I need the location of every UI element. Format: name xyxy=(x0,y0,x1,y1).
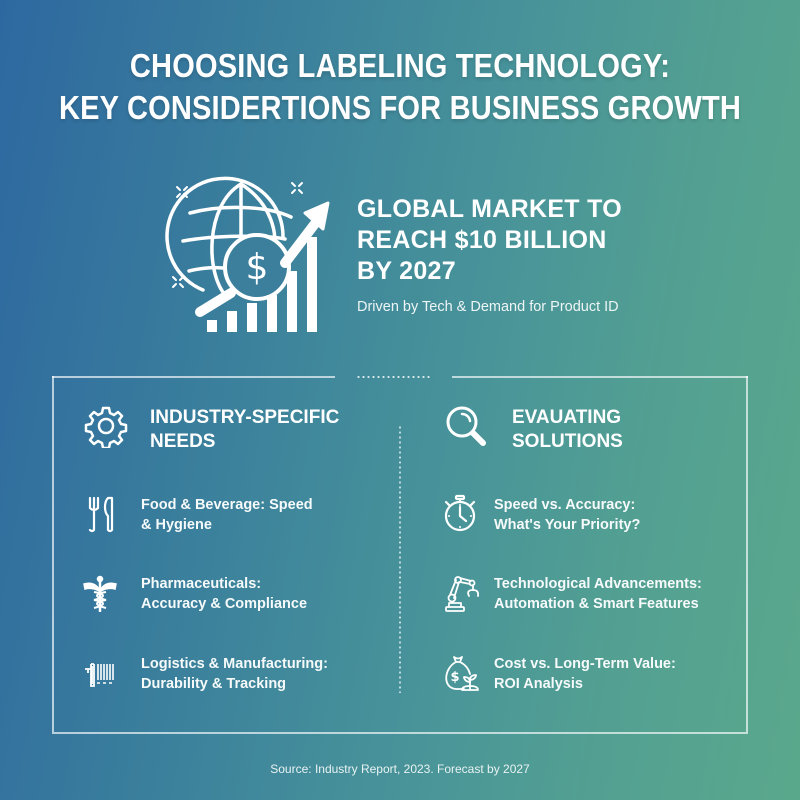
gear-icon xyxy=(84,404,128,448)
evaluating-solutions-heading: EVAUATING SOLUTIONS xyxy=(444,404,623,452)
barcode-scanner-icon xyxy=(82,654,120,694)
page-title: CHOOSING LABELING TECHNOLOGY: KEY CONSID… xyxy=(48,45,752,129)
robotic-arm-icon xyxy=(442,574,480,614)
svg-text:$: $ xyxy=(450,670,459,685)
magnifier-icon xyxy=(444,404,488,448)
money-bag-plant-icon: $ xyxy=(442,654,480,694)
industry-needs-heading: INDUSTRY-SPECIFIC NEEDS xyxy=(84,404,339,452)
panel-top-border-left xyxy=(52,376,335,378)
svg-text:$: $ xyxy=(246,247,269,288)
panel-top-dotted-accent xyxy=(356,376,432,378)
fork-knife-icon xyxy=(82,494,120,534)
evaluating-solutions-heading-line-1: EVAUATING xyxy=(512,407,622,428)
market-subtitle: Driven by Tech & Demand for Product ID xyxy=(357,299,619,315)
panel-top-border-right xyxy=(452,376,748,378)
considerations-panel xyxy=(52,376,748,734)
evaluating-solutions-heading-line-2: SOLUTIONS xyxy=(512,431,623,452)
market-headline: GLOBAL MARKET TO REACH $10 BILLION BY 20… xyxy=(357,195,622,285)
globe-dollar-growth-icon: $ xyxy=(165,175,340,335)
source-note: Source: Industry Report, 2023. Forecast … xyxy=(270,762,530,776)
title-line-2: KEY CONSIDERTIONS FOR BUSINESS GROWTH xyxy=(58,89,742,126)
stopwatch-icon xyxy=(442,494,480,534)
title-line-1: CHOOSING LABELING TECHNOLOGY: xyxy=(129,47,671,84)
industry-needs-heading-line-2: NEEDS xyxy=(150,431,216,452)
column-divider xyxy=(399,425,401,693)
caduceus-icon xyxy=(82,574,120,614)
industry-needs-heading-line-1: INDUSTRY-SPECIFIC xyxy=(150,407,340,428)
market-headline-block: GLOBAL MARKET TO REACH $10 BILLION BY 20… xyxy=(357,194,622,315)
